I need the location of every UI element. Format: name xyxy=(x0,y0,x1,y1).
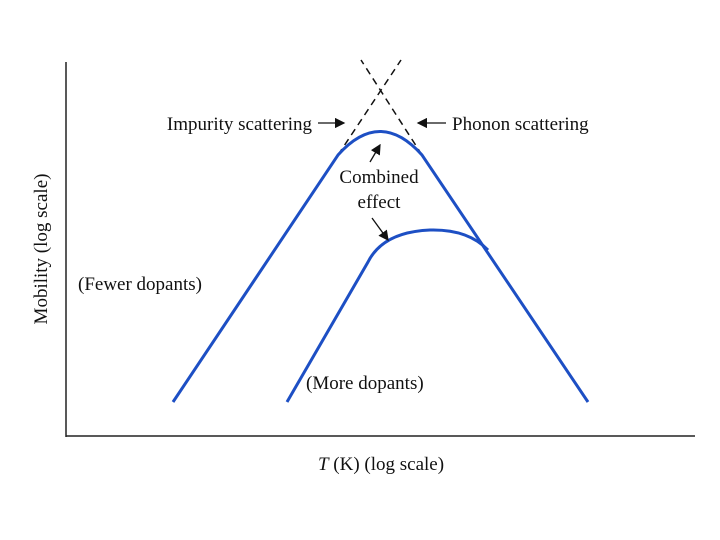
arrow xyxy=(369,143,381,163)
more-dopants-curve xyxy=(285,228,490,403)
phonon-label: Phonon scattering xyxy=(452,114,589,135)
phonon-asymptote xyxy=(360,59,423,156)
combined-label: effect xyxy=(358,192,402,213)
impurity-asymptote xyxy=(337,59,402,156)
fewer-dopants-curve xyxy=(171,130,590,403)
impurity-label: Impurity scattering xyxy=(167,114,313,135)
x-axis-label: T (K) (log scale) xyxy=(318,454,444,475)
x-axis-symbol: T xyxy=(318,454,330,475)
fewer-label: (Fewer dopants) xyxy=(78,274,202,295)
more-label: (More dopants) xyxy=(306,373,424,394)
x-axis-text: (K) (log scale) xyxy=(333,454,444,475)
combined-label: Combined xyxy=(339,167,419,188)
y-axis-label: Mobility (log scale) xyxy=(31,174,52,325)
arrow xyxy=(371,217,389,242)
